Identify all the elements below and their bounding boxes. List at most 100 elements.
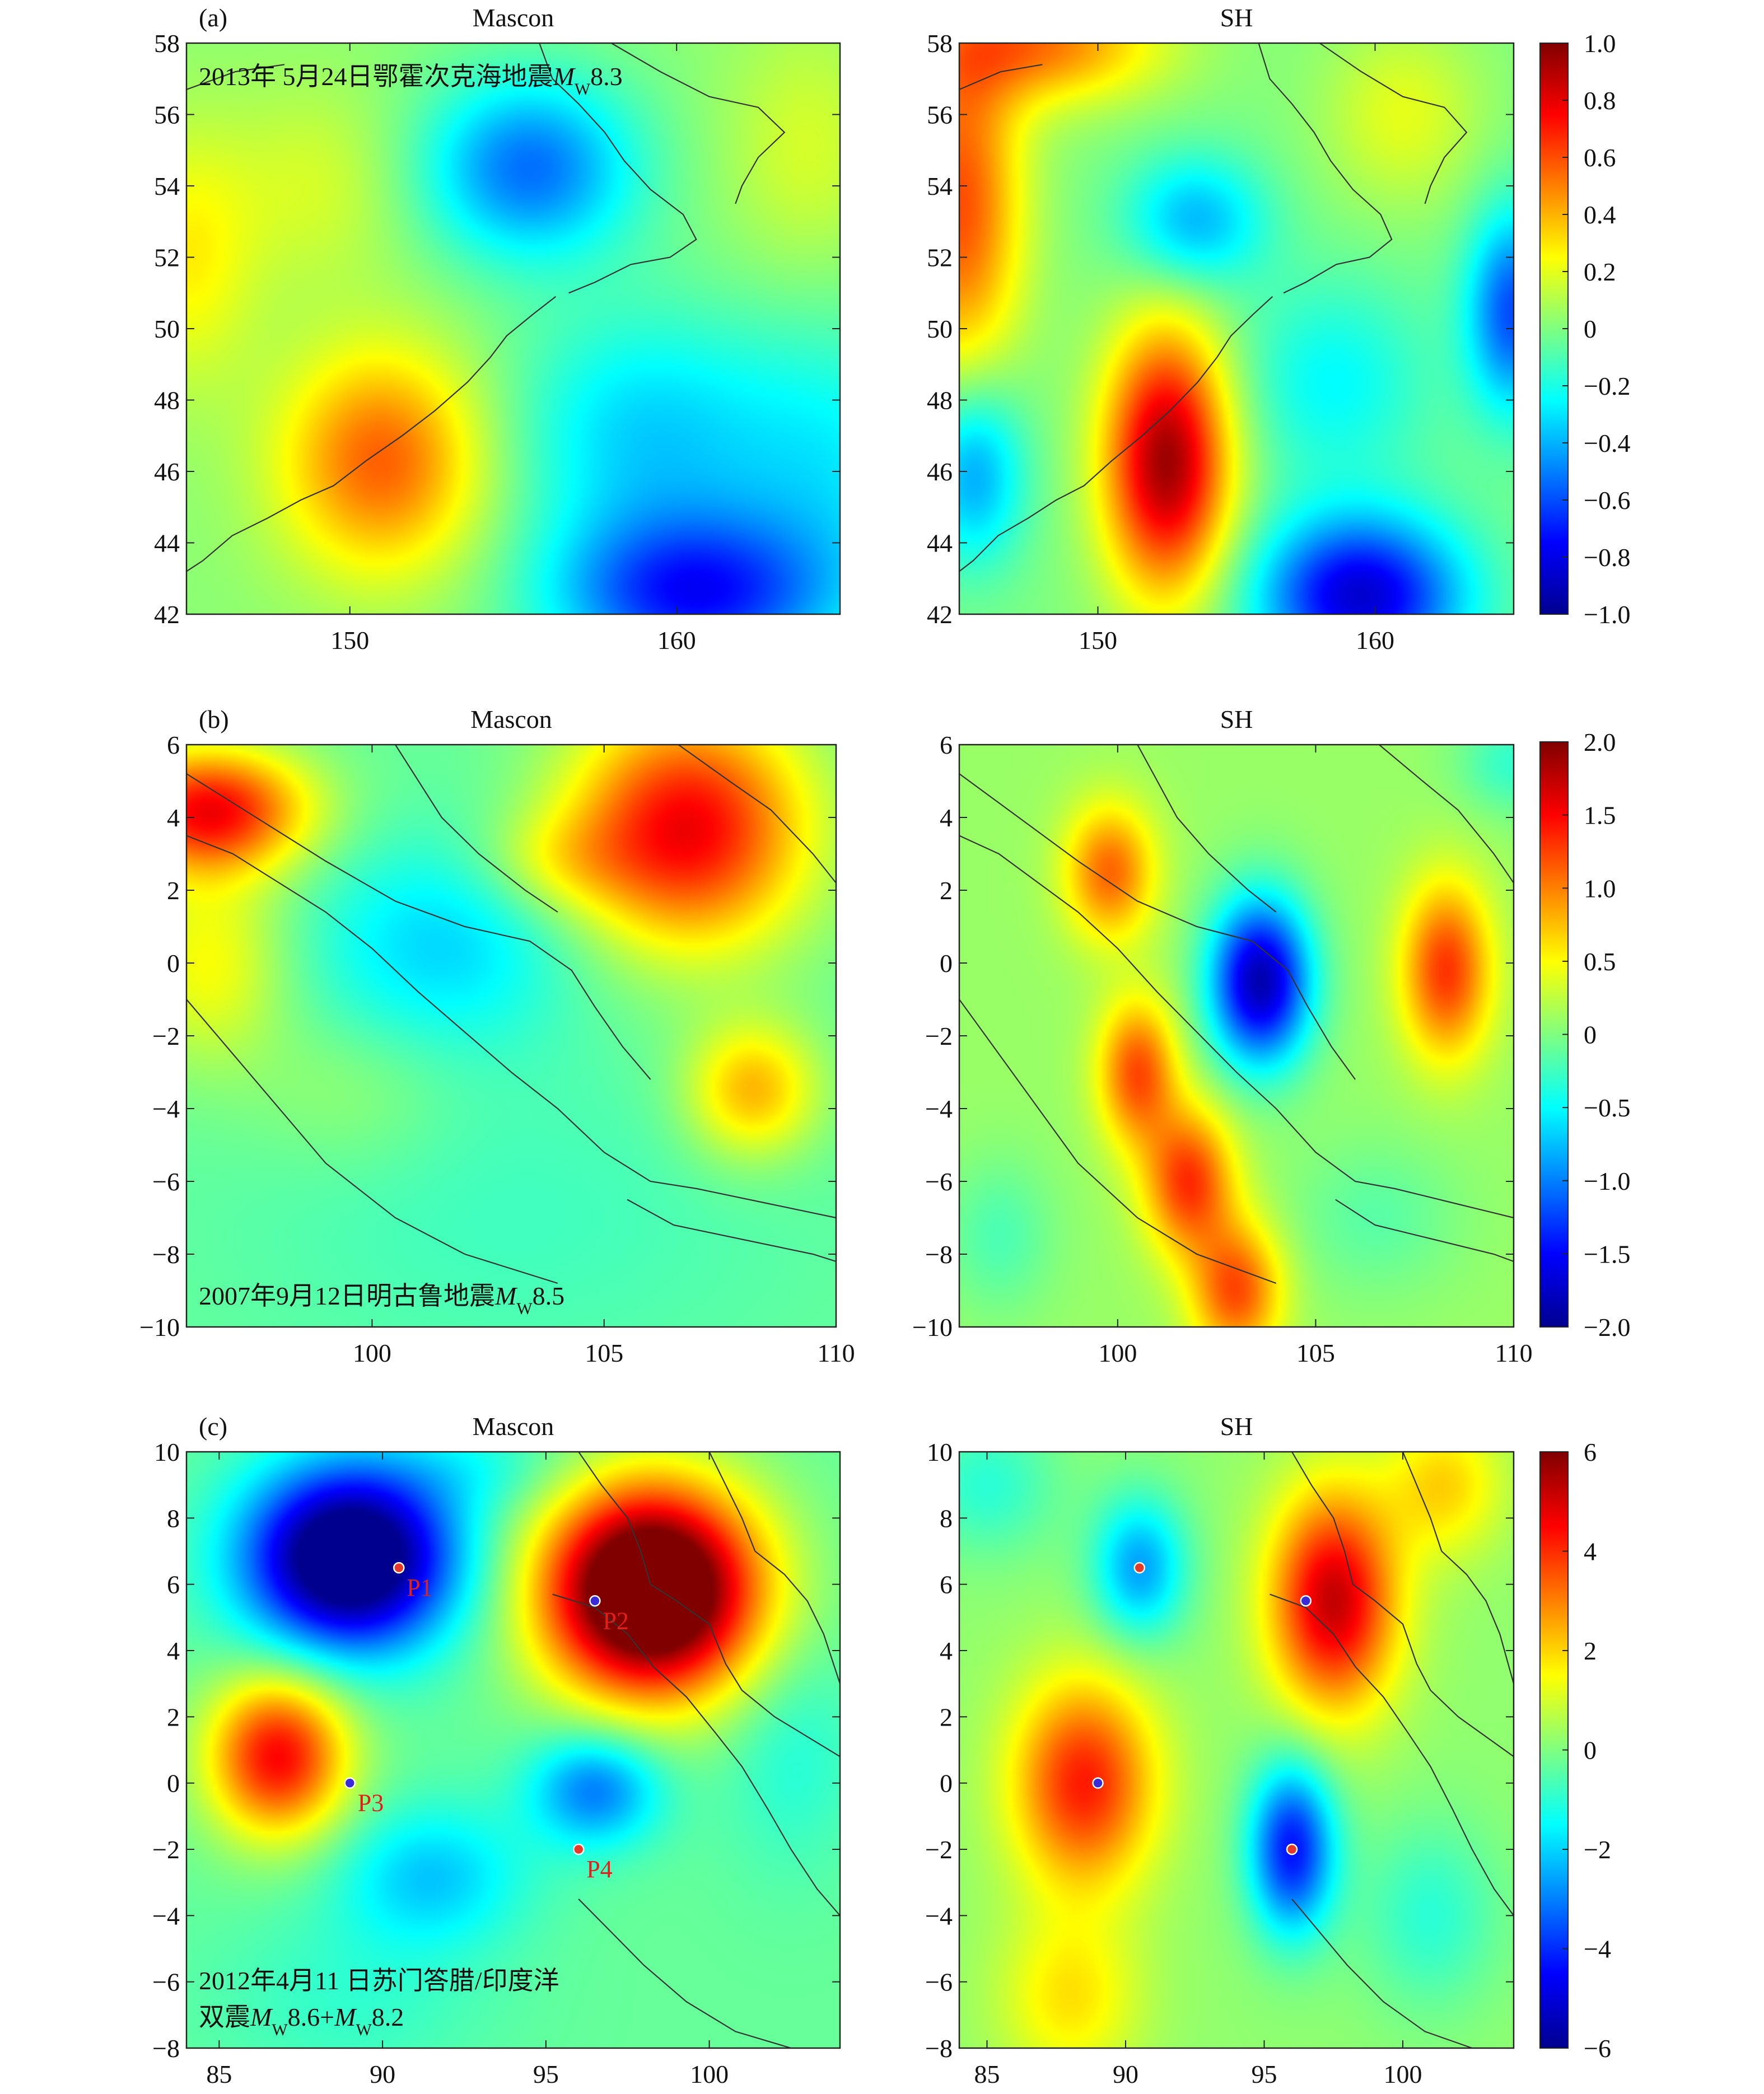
y-tick-label: −4	[925, 1095, 953, 1123]
colorbar-tick-label: −0.6	[1584, 486, 1630, 515]
colorbar: 2.0 1.5 1.0 0.5 0 −0.5 −1.0 −1.5 −2.0	[1539, 728, 1630, 1342]
y-tick-label: 50	[927, 315, 953, 343]
coastline	[1402, 1451, 1515, 1684]
event-label-part: W	[356, 2021, 372, 2039]
heatmap-field	[959, 43, 1514, 614]
coastline	[186, 835, 837, 1219]
point-label: P2	[603, 1607, 628, 1634]
y-tick-label: 2	[940, 876, 953, 905]
coastlines	[186, 43, 786, 572]
x-tick-label: 105	[1296, 1339, 1335, 1367]
coastline	[578, 1899, 791, 2049]
y-tick-label: −6	[152, 1167, 180, 1196]
coastline	[1258, 43, 1393, 294]
y-tick-label: 0	[940, 1769, 953, 1798]
y-tick-label: 58	[927, 29, 953, 58]
x-tick-label: 160	[1356, 626, 1394, 655]
event-label-part: M	[250, 2003, 273, 2031]
point-marker	[1286, 1843, 1298, 1855]
event-label-part: M	[494, 1282, 518, 1310]
coastline	[959, 999, 1277, 1284]
panel-6: −8 −6 −4 −2 0 2 4 6 8 10 85 90 95 100 SH	[925, 1412, 1515, 2088]
coastline	[959, 64, 1043, 90]
y-tick-label: 48	[154, 386, 180, 415]
y-tick-label: −4	[152, 1901, 180, 1930]
y-tick-label: −2	[152, 1022, 180, 1050]
panel-3: −10 −8 −6 −4 −2 0 2 4 6 100 105 110 Mascon (b) 2007年9月…	[139, 705, 855, 1367]
point-marker	[1133, 1562, 1145, 1574]
event-label-part: 双震	[199, 2003, 250, 2031]
plot-frame	[185, 1451, 841, 2049]
heatmap-field	[186, 745, 836, 1327]
colorbar: 6 4 2 0 −2 −4 −6	[1539, 1438, 1611, 2063]
coastlines	[1270, 1451, 1515, 2049]
coastline	[539, 43, 697, 294]
event-label-part: 8.2	[372, 2003, 404, 2031]
coastline	[186, 296, 557, 572]
x-tick-label: 110	[817, 1339, 855, 1367]
coastline	[1291, 1451, 1514, 1758]
coastlines	[959, 744, 1514, 1284]
y-tick-label: −2	[152, 1835, 180, 1864]
colorbar-tick-label: 0.5	[1584, 947, 1616, 976]
x-tick-label: 150	[1079, 626, 1117, 655]
colorbar-tick-label: −2.0	[1584, 1313, 1630, 1342]
y-tick-label: 8	[940, 1504, 953, 1532]
coastline	[1270, 1593, 1514, 1916]
coastline	[678, 744, 837, 884]
colorbar-tick-label: −0.5	[1584, 1093, 1630, 1122]
y-tick-label: −8	[925, 2034, 953, 2063]
colorbar-tick-label: −2	[1584, 1835, 1611, 1864]
y-tick-label: −6	[152, 1968, 180, 1997]
coastline	[186, 64, 285, 90]
event-label-part: 2013年 5月24日鄂霍次克海地震	[199, 62, 553, 91]
colorbar-tick-label: −6	[1584, 2034, 1611, 2063]
x-tick-label: 105	[585, 1339, 623, 1367]
colorbar-tick-label: −1.5	[1584, 1240, 1630, 1268]
y-tick-label: 56	[927, 101, 953, 129]
panel-title: SH	[1220, 1412, 1253, 1441]
coastline	[394, 744, 558, 913]
coastline	[578, 1451, 841, 1758]
colorbar-tick-label: 0.4	[1584, 200, 1616, 229]
panel-4: −10 −8 −6 −4 −2 0 2 4 6 100 105 110 SH	[912, 705, 1533, 1367]
event-label-part: 8.3	[590, 62, 623, 91]
panel-tag: (a)	[199, 3, 227, 32]
y-tick-label: 44	[154, 529, 180, 558]
coastlines	[186, 744, 837, 1284]
plot-frame	[958, 1451, 1515, 2049]
event-label-part: 2012年4月11 日苏门答腊/印度洋	[199, 1966, 559, 1995]
x-tick-label: 100	[353, 1339, 391, 1367]
y-tick-label: −6	[925, 1968, 953, 1997]
event-label: 2012年4月11 日苏门答腊/印度洋	[199, 1966, 559, 1995]
event-label-part: M	[334, 2003, 357, 2031]
y-tick-label: 4	[167, 1637, 180, 1665]
coastline	[1335, 1199, 1514, 1263]
event-label: 2013年 5月24日鄂霍次克海地震MW8.3	[199, 62, 623, 99]
x-tick-label: 160	[657, 626, 696, 655]
colorbar-tick-label: 0	[1584, 1736, 1597, 1765]
y-tick-label: −4	[925, 1901, 953, 1930]
y-tick-label: 0	[167, 1769, 180, 1798]
colorbar-tick-label: 1.0	[1584, 874, 1616, 903]
colorbar-tick-label: −0.8	[1584, 543, 1630, 572]
y-tick-label: 10	[927, 1438, 953, 1466]
y-tick-label: 44	[927, 529, 953, 558]
y-tick-label: 4	[940, 803, 953, 832]
colorbar-tick-label: 1.0	[1584, 29, 1616, 58]
colorbar-tick-label: 0	[1584, 1021, 1597, 1049]
y-tick-label: 4	[940, 1637, 953, 1665]
x-tick-label: 85	[206, 2060, 232, 2088]
y-tick-label: 42	[154, 600, 180, 629]
point-marker	[393, 1562, 405, 1574]
y-tick-label: −2	[925, 1022, 953, 1050]
x-tick-label: 100	[1384, 2060, 1422, 2088]
panel-title: SH	[1220, 705, 1253, 733]
event-label: 双震MW8.6+MW8.2	[199, 2003, 404, 2039]
panel-title: Mascon	[473, 3, 554, 32]
y-tick-label: −2	[925, 1835, 953, 1864]
colorbar-tick-label: 4	[1584, 1537, 1597, 1566]
coastline	[627, 1199, 837, 1263]
coastline	[1137, 744, 1277, 913]
point-label: P3	[358, 1789, 384, 1817]
